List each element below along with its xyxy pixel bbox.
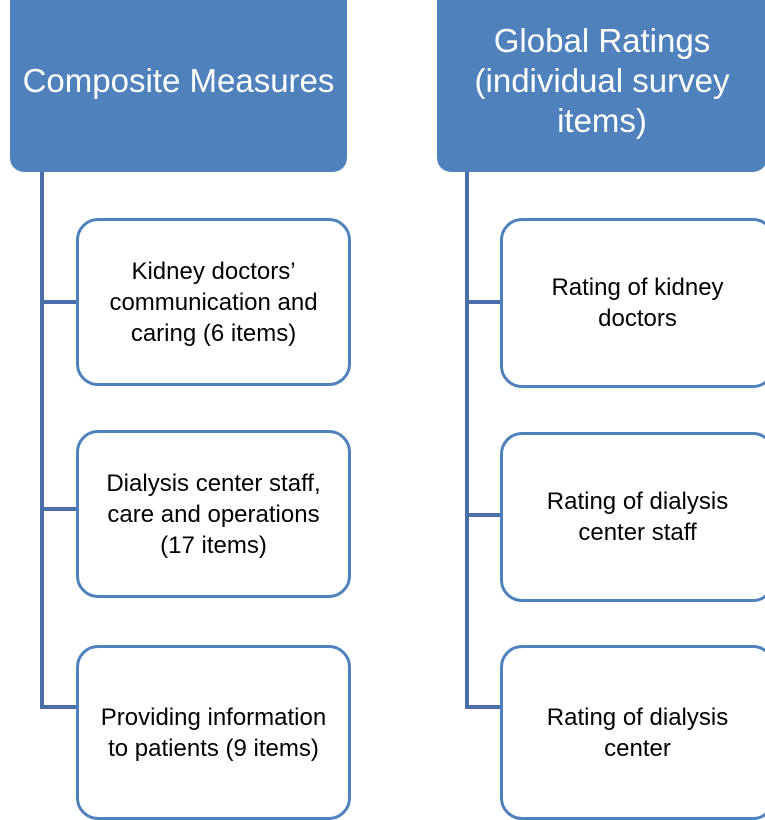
left-connector [40,172,77,709]
column-title: Composite Measures [10,0,347,172]
item: Providing information to patients (9 ite… [76,645,351,820]
item: Rating of dialysis center [500,645,765,820]
item: Kidney doctors’ communication and caring… [76,218,351,386]
right-connector [465,172,502,709]
item: Rating of kidney doctors [500,218,765,388]
item: Rating of dialysis center staff [500,432,765,602]
item: Dialysis center staff, care and operatio… [76,430,351,598]
column-title: Global Ratings (individual survey items) [437,0,765,172]
